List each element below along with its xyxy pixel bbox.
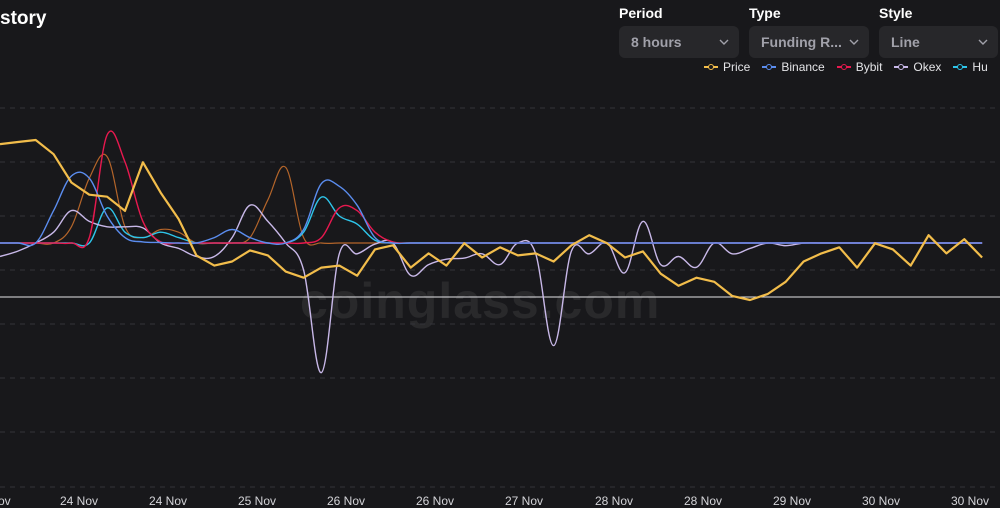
- legend-swatch-price: [704, 62, 718, 72]
- x-tick-label: 30 Nov: [862, 494, 900, 508]
- legend-swatch-binance: [762, 62, 777, 72]
- chevron-down-icon: [849, 39, 859, 45]
- series-line-bybit: [0, 130, 983, 249]
- legend-item-huobi[interactable]: Hu: [953, 60, 988, 74]
- x-tick-label: 30 Nov: [951, 494, 989, 508]
- chart-legend: Price Binance Bybit Okex Hu: [704, 60, 988, 74]
- style-label: Style: [879, 5, 913, 21]
- x-tick-label: 26 Nov: [327, 494, 365, 508]
- x-tick-label: 27 Nov: [505, 494, 543, 508]
- series-line-price: [0, 138, 983, 302]
- period-label: Period: [619, 5, 663, 21]
- style-control: Style Line: [879, 4, 998, 58]
- style-value: Line: [891, 34, 920, 50]
- type-select[interactable]: Funding R...: [749, 26, 869, 58]
- legend-item-binance[interactable]: Binance: [762, 60, 825, 74]
- period-value: 8 hours: [631, 34, 682, 50]
- legend-swatch-bybit: [836, 62, 851, 72]
- legend-label-okex: Okex: [913, 60, 942, 74]
- legend-label-bybit: Bybit: [855, 60, 883, 74]
- chart-grid: [0, 107, 1000, 488]
- x-tick-label: 29 Nov: [773, 494, 811, 508]
- series-line-binance: [0, 171, 983, 247]
- period-select[interactable]: 8 hours: [619, 26, 739, 58]
- legend-swatch-okex: [894, 62, 909, 72]
- legend-item-bybit[interactable]: Bybit: [836, 60, 883, 74]
- legend-swatch-huobi: [953, 62, 968, 72]
- period-control: Period 8 hours: [619, 4, 739, 58]
- series-line-huobi: [0, 196, 983, 247]
- legend-item-price[interactable]: Price: [704, 60, 750, 74]
- x-tick-label: Nov: [0, 494, 11, 508]
- legend-label-binance: Binance: [781, 60, 825, 74]
- x-axis: Nov 24 Nov 24 Nov 25 Nov 26 Nov 26 Nov 27 Nov 2…: [0, 494, 989, 508]
- x-tick-label: 25 Nov: [238, 494, 276, 508]
- watermark: coinglass.com: [300, 273, 661, 329]
- style-select[interactable]: Line: [879, 26, 998, 58]
- chevron-down-icon: [719, 39, 729, 45]
- x-tick-label: 24 Nov: [60, 494, 98, 508]
- legend-label-price: Price: [723, 60, 751, 74]
- page-title: story: [0, 8, 47, 29]
- x-tick-label: 26 Nov: [416, 494, 454, 508]
- type-control: Type Funding R...: [749, 4, 869, 58]
- type-value: Funding R...: [761, 34, 842, 50]
- legend-item-okex[interactable]: Okex: [894, 60, 941, 74]
- x-tick-label: 28 Nov: [595, 494, 633, 508]
- type-label: Type: [749, 5, 781, 21]
- legend-label-huobi: Hu: [972, 60, 988, 74]
- x-tick-label: 28 Nov: [684, 494, 722, 508]
- x-tick-label: 24 Nov: [149, 494, 187, 508]
- chevron-down-icon: [978, 39, 988, 45]
